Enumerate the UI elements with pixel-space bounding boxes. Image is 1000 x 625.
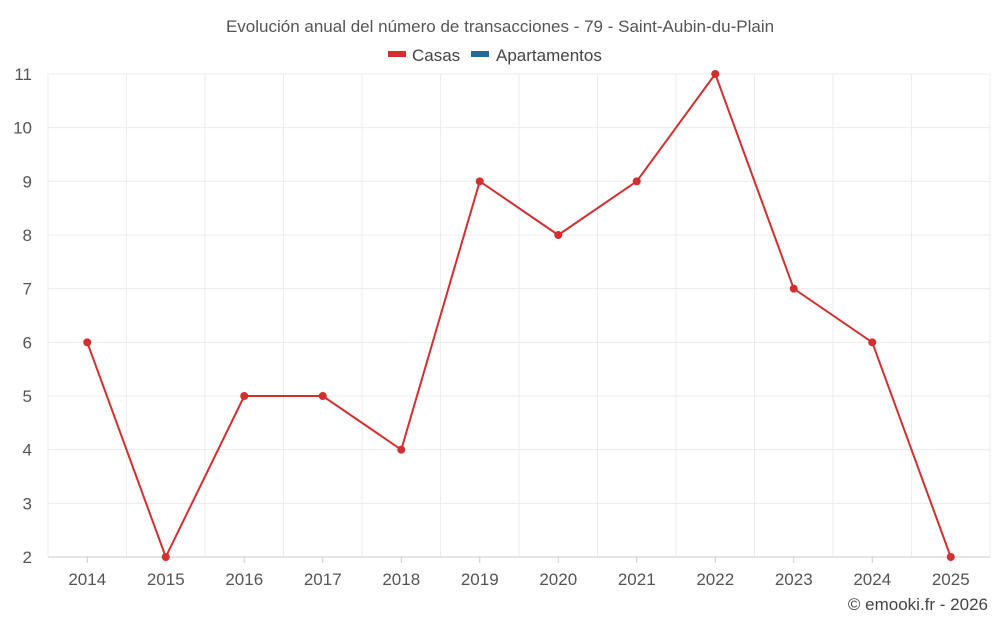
legend-label-casas: Casas [412,46,460,65]
y-tick-label: 8 [23,226,32,245]
legend-label-apartamentos: Apartamentos [496,46,602,65]
data-point[interactable] [789,284,798,293]
gridlines [47,73,991,558]
data-point[interactable] [475,177,484,186]
data-point[interactable] [632,177,641,186]
x-tick-label: 2014 [68,570,106,589]
y-tick-label: 6 [23,333,32,352]
legend: Casas Apartamentos [388,46,602,65]
x-tick-label: 2021 [618,570,656,589]
y-axis-ticks: 2 3 4 5 6 7 8 9 10 11 [13,65,32,567]
data-point[interactable] [161,553,170,561]
x-tick-label: 2025 [932,570,970,589]
legend-swatch-apartamentos [471,51,489,57]
y-tick-label: 5 [23,387,32,406]
series-line-casas [86,71,952,560]
y-tick-label: 3 [23,494,32,513]
x-axis-ticks: 2014 2015 2016 2017 2018 2019 2020 2021 2022 2023… [68,557,970,589]
x-tick-label: 2020 [539,570,577,589]
x-tick-label: 2017 [304,570,342,589]
y-tick-label: 2 [23,548,32,567]
data-point[interactable] [318,392,327,400]
x-tick-label: 2022 [696,570,734,589]
data-point[interactable] [711,70,720,78]
data-point[interactable] [397,445,406,454]
legend-item-apartamentos[interactable]: Apartamentos [471,46,602,65]
data-point[interactable] [554,231,563,239]
y-tick-label: 4 [23,441,32,460]
data-point[interactable] [868,338,877,347]
data-point[interactable] [240,392,249,400]
y-tick-label: 9 [23,172,32,191]
chart-title: Evolución anual del número de transaccio… [226,17,774,36]
series-casas [83,70,955,561]
x-tick-label: 2015 [147,570,185,589]
credit-text: © emooki.fr - 2026 [848,595,988,614]
legend-item-casas[interactable]: Casas [388,46,460,65]
x-tick-label: 2018 [382,570,420,589]
y-tick-label: 11 [14,65,32,84]
y-tick-label: 7 [23,280,32,299]
data-point[interactable] [83,338,92,347]
x-tick-label: 2023 [775,570,813,589]
x-tick-label: 2024 [853,570,891,589]
x-tick-label: 2019 [461,570,499,589]
y-tick-label: 10 [13,119,32,138]
data-point[interactable] [946,553,955,561]
legend-swatch-casas [388,51,406,57]
x-tick-label: 2016 [225,570,263,589]
